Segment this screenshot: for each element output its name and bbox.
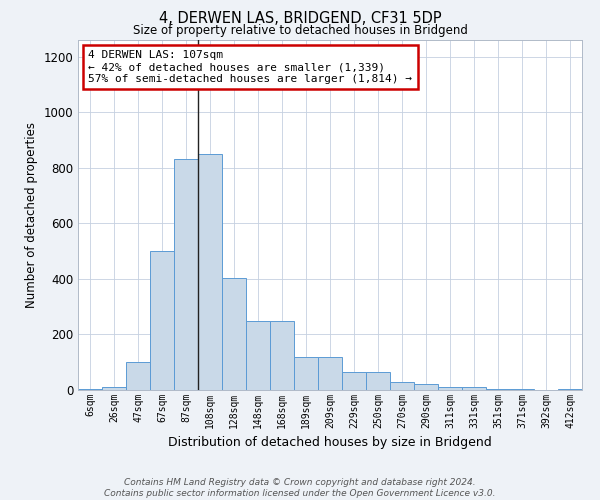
Bar — [150, 251, 174, 390]
Text: 4 DERWEN LAS: 107sqm
← 42% of detached houses are smaller (1,339)
57% of semi-de: 4 DERWEN LAS: 107sqm ← 42% of detached h… — [88, 50, 412, 84]
Bar — [318, 356, 342, 390]
Y-axis label: Number of detached properties: Number of detached properties — [25, 122, 38, 308]
Bar — [174, 160, 198, 390]
Text: 4, DERWEN LAS, BRIDGEND, CF31 5DP: 4, DERWEN LAS, BRIDGEND, CF31 5DP — [158, 11, 442, 26]
Bar — [102, 387, 126, 390]
Bar — [510, 388, 534, 390]
Bar — [366, 372, 390, 390]
Text: Size of property relative to detached houses in Bridgend: Size of property relative to detached ho… — [133, 24, 467, 37]
X-axis label: Distribution of detached houses by size in Bridgend: Distribution of detached houses by size … — [168, 436, 492, 450]
Bar — [390, 382, 414, 390]
Bar — [78, 388, 102, 390]
Bar — [222, 278, 246, 390]
Text: Contains HM Land Registry data © Crown copyright and database right 2024.
Contai: Contains HM Land Registry data © Crown c… — [104, 478, 496, 498]
Bar — [270, 320, 294, 390]
Bar — [126, 362, 150, 390]
Bar — [438, 387, 462, 390]
Bar — [486, 388, 510, 390]
Bar — [246, 320, 270, 390]
Bar — [414, 384, 438, 390]
Bar — [198, 154, 222, 390]
Bar — [558, 388, 582, 390]
Bar — [294, 356, 318, 390]
Bar — [342, 372, 366, 390]
Bar — [462, 387, 486, 390]
